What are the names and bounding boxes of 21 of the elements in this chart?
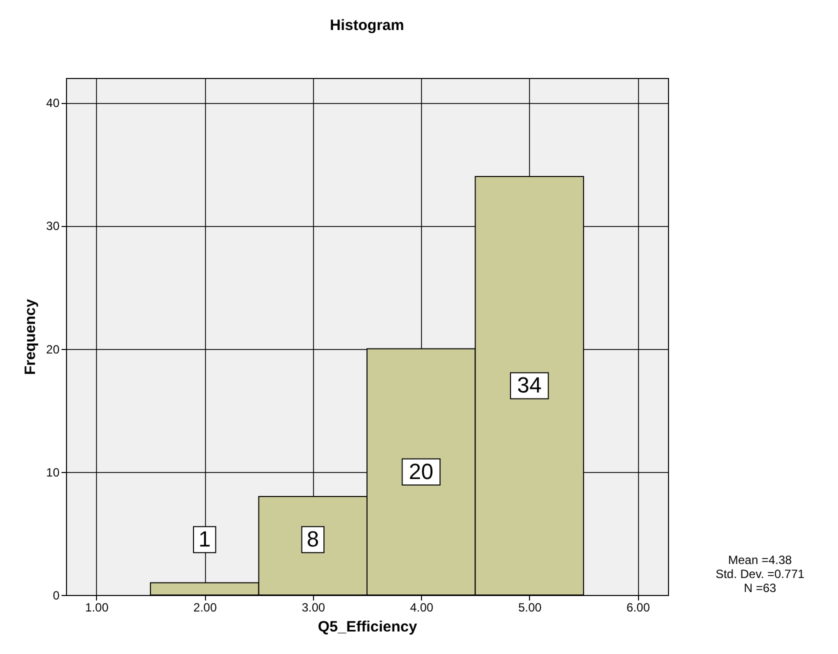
text: N =63: [742, 581, 778, 595]
x-tick-label: 2.00: [193, 600, 218, 614]
data-label: 1: [198, 526, 211, 552]
y-tick-label: 40: [46, 96, 60, 110]
text: Mean =4.38: [727, 553, 793, 567]
data-label: 8: [306, 526, 319, 552]
data-label: 20: [408, 458, 434, 484]
x-tick-label: 5.00: [518, 600, 542, 614]
y-tick-label: 30: [46, 219, 60, 234]
chart-title: Histogram: [330, 17, 404, 34]
text: Std. Dev. =0.771: [714, 567, 806, 581]
x-tick-label: 3.00: [302, 600, 326, 614]
x-axis-title: Q5_Efficiency: [318, 618, 418, 636]
y-tick-label: 10: [46, 465, 60, 480]
y-tick-label: 20: [46, 342, 60, 356]
x-tick-label: 1.00: [85, 600, 109, 614]
y-tick-label: 0: [52, 588, 60, 602]
y-axis-title: Frequency: [22, 298, 40, 375]
data-label: 34: [517, 372, 542, 398]
x-tick-label: 6.00: [626, 600, 650, 614]
x-tick-label: 4.00: [410, 600, 434, 614]
